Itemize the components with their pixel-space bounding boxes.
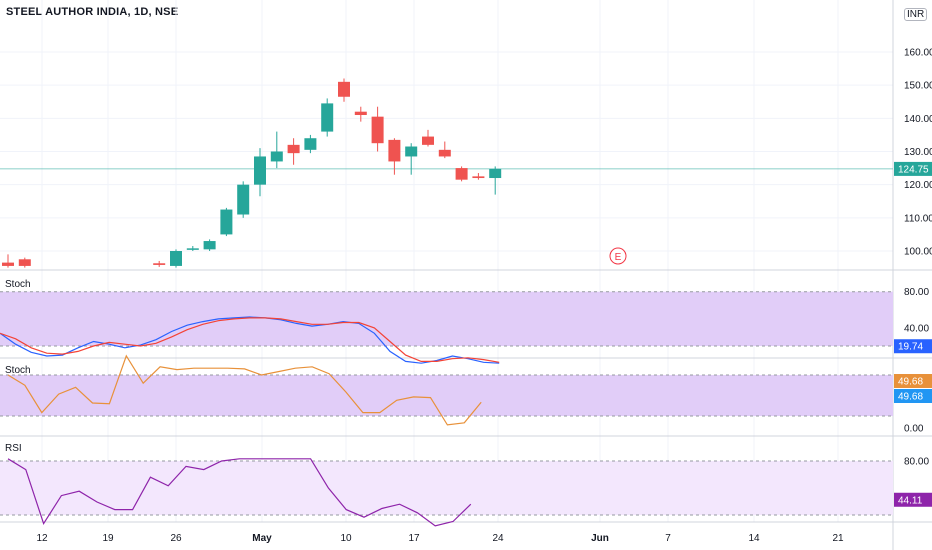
candle-body [338,81,350,97]
earnings-marker-circle [609,247,627,265]
stoch2-value-tag-2-label: 49.68 [898,392,923,403]
stoch-value-tag-label: 19.74 [898,342,923,353]
time-tick-label: 14 [748,533,760,544]
stoch2-value-tag-2 [894,389,932,403]
currency-button[interactable]: INR [904,8,928,21]
price-tick-label: 150.00 [904,81,932,92]
candle-body [422,136,434,145]
rsi-pane-label: RSI [5,443,22,454]
earnings-marker-icon[interactable]: E [609,247,627,265]
candle-body [405,146,418,157]
rsi-band-fill [0,461,893,515]
candle-body [455,168,468,180]
time-tick-label: 24 [492,533,504,544]
price-tick-label: 140.00 [904,114,932,125]
candle-body [18,259,31,266]
candle-body [153,263,166,265]
candle-body [203,241,216,250]
price-tick-label: 100.00 [904,247,932,258]
stoch2-pane-label: Stoch [5,365,31,376]
candle-body [170,251,182,266]
last-price-tag-label: 124.75 [898,164,929,175]
price-tick-label: 120.00 [904,180,932,191]
chart-title: STEEL AUTHOR INDIA, 1D, NSE [6,6,179,18]
stoch2-value-tag-1 [894,374,932,388]
candle-body [2,262,14,266]
last-price-tag [894,161,932,176]
stoch2-band-fill [0,375,893,416]
candle-body [287,144,300,154]
time-tick-label: 10 [340,533,352,544]
candle-body [472,176,485,179]
price-tick-label: 160.00 [904,47,932,58]
stoch-value-tag [894,339,932,354]
rsi-value-tag [894,492,932,507]
stoch2-line [7,354,482,426]
candle-body [438,149,451,157]
candle-body [270,151,283,162]
candle-body [220,209,233,235]
rsi-tick-label: 80.00 [904,457,929,468]
time-tick-label: May [252,533,272,544]
stoch-band-fill [0,291,893,346]
time-tick-label: 26 [170,533,182,544]
time-tick-label: 12 [36,533,48,544]
stoch-k-line [0,316,500,364]
candle-body [186,248,199,250]
candle-body [237,184,250,215]
time-tick-label: 17 [408,533,420,544]
price-tick-label: 130.00 [904,147,932,158]
stoch-d-line [0,317,500,363]
stoch-tick-label: 80.00 [904,287,929,298]
price-tick-label: 110.00 [904,213,932,224]
candle-body [321,103,334,132]
rsi-value-tag-label: 44.11 [898,495,923,506]
candle-body [354,111,367,116]
stoch-tick-label: 40.00 [904,323,929,334]
rsi-line [7,458,472,527]
stoch2-value-tag-1-label: 49.68 [898,377,923,388]
stoch-pane-label: Stoch [5,279,31,290]
candle-body [304,138,317,150]
candle-body [371,116,384,144]
time-tick-label: Jun [591,533,609,544]
stoch2-tick-label: 0.00 [904,424,924,435]
candle-body [254,156,266,185]
time-tick-label: 19 [102,533,114,544]
candle-body [489,168,502,179]
time-tick-label: 21 [832,533,844,544]
candle-body [388,139,401,162]
earnings-marker-label: E [615,252,622,263]
time-tick-label: 7 [665,533,671,544]
